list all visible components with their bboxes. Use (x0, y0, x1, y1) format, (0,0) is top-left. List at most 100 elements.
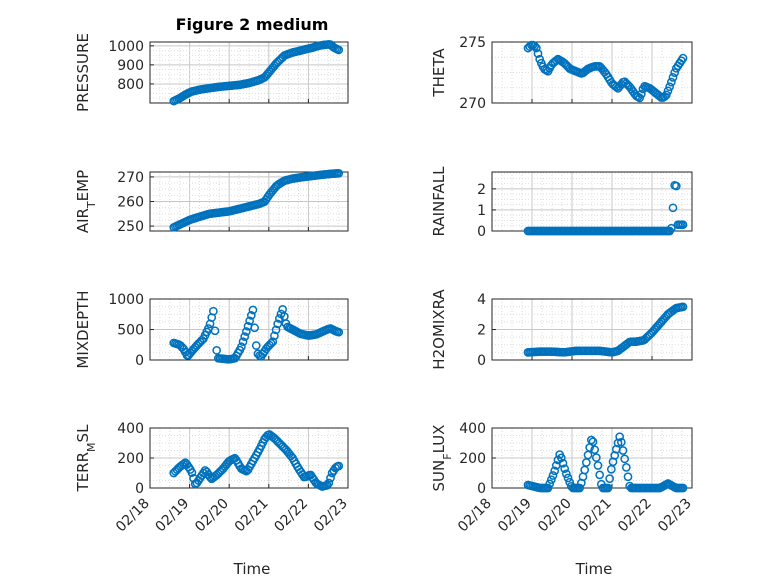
data-point (615, 432, 625, 442)
data-point (266, 339, 276, 348)
data-point (581, 458, 591, 467)
data-point (663, 86, 673, 96)
y-axis-label: MIXDEPTH (74, 290, 92, 368)
subplot-pressure: 800 900 1000 PRESSURE (74, 33, 349, 112)
data-point (586, 435, 596, 445)
data-point (548, 471, 558, 480)
data-point (533, 49, 543, 58)
data-point (623, 472, 633, 482)
data-point (212, 345, 222, 355)
data-point (671, 181, 681, 191)
y-tick-label: 0 (477, 224, 486, 240)
data-point (242, 327, 251, 336)
y-tick-label: 0 (135, 353, 144, 369)
data-point (678, 302, 688, 312)
data-point (661, 90, 671, 100)
figure-title: Figure 2 medium (176, 15, 329, 34)
data-point (616, 437, 626, 447)
y-tick-label: 275 (459, 35, 486, 51)
data-point (531, 43, 541, 53)
data-point (245, 316, 255, 326)
y-axis-label: SUNFLUX (430, 425, 454, 492)
axes-box (149, 41, 349, 104)
y-tick-label: 250 (117, 219, 144, 235)
y-tick-label: 260 (117, 195, 144, 211)
y-tick-label: 900 (117, 58, 144, 74)
y-tick-label: 400 (117, 421, 144, 437)
data-point (250, 323, 259, 333)
data-point (543, 483, 553, 493)
x-tick-label: 02/18 (455, 496, 495, 536)
y-tick-label: 270 (459, 96, 486, 112)
data-point (620, 454, 630, 464)
x-axis-label-right: Time (575, 560, 613, 578)
data-point (668, 73, 678, 82)
data-point (322, 480, 332, 490)
y-tick-label: 1 (477, 203, 486, 219)
data-point (668, 203, 678, 213)
x-tick-label: 02/23 (311, 496, 351, 536)
x-tick-label: 02/19 (495, 496, 535, 536)
x-tick-label: 02/22 (615, 496, 655, 536)
axes-box (491, 41, 693, 104)
data-point (560, 464, 570, 474)
data-point (246, 311, 256, 320)
data-point (591, 453, 601, 462)
data-point (666, 77, 676, 87)
y-axis-label: THETA (430, 48, 448, 98)
subplot-theta: 270 275 THETA (430, 35, 693, 112)
data-point (561, 469, 571, 479)
y-tick-label: 2 (477, 182, 486, 198)
data-point (593, 461, 603, 470)
data-point (618, 446, 628, 455)
data-point (237, 342, 246, 352)
data-point (678, 220, 688, 230)
x-tick-label: 02/18 (113, 496, 153, 536)
x-tick-label: 02/20 (535, 496, 575, 536)
x-tick-label: 02/21 (232, 496, 272, 536)
data-point (324, 478, 334, 488)
x-tick-label: 02/21 (575, 496, 615, 536)
data-point (606, 464, 616, 474)
data-point (556, 453, 566, 463)
data-point (334, 327, 344, 337)
y-tick-label: 1000 (108, 39, 144, 55)
subplot-rainfall: 0 1 2 RAINFALL (430, 166, 693, 240)
data-point (558, 458, 568, 468)
y-tick-label: 0 (477, 353, 486, 369)
data-point (334, 461, 344, 471)
y-tick-label: 0 (135, 481, 144, 497)
data-point (535, 54, 545, 64)
y-tick-label: 200 (117, 451, 144, 467)
data-point (334, 168, 344, 178)
data-point (678, 53, 688, 63)
data-point (275, 314, 284, 323)
data-point (240, 332, 250, 341)
data-point (209, 306, 218, 316)
data-point (273, 319, 283, 329)
data-point (636, 89, 646, 99)
data-point (605, 474, 615, 483)
y-tick-label: 400 (459, 421, 486, 437)
data-point (588, 437, 598, 447)
data-point (621, 463, 631, 472)
y-tick-label: 0 (477, 481, 486, 497)
data-point (248, 305, 258, 315)
x-tick-label: 02/19 (153, 496, 193, 536)
data-point (334, 45, 344, 55)
y-tick-label: 270 (117, 170, 144, 186)
y-tick-label: 800 (117, 77, 144, 93)
data-point (575, 483, 585, 493)
data-point (251, 341, 261, 350)
subplot-air-temp: 250 260 270 AIRTEMP (74, 168, 349, 235)
x-tick-label: 02/22 (271, 496, 311, 536)
x-tick-label: 02/23 (655, 496, 695, 536)
data-point (545, 479, 555, 489)
data-point (546, 475, 556, 485)
data-point (563, 473, 573, 483)
y-tick-label: 4 (477, 292, 486, 308)
data-point (603, 483, 613, 493)
y-axis-label: PRESSURE (74, 33, 92, 112)
